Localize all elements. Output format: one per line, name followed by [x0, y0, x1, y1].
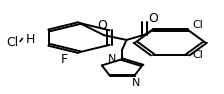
- Text: Cl: Cl: [192, 20, 203, 30]
- Text: N: N: [131, 78, 140, 88]
- Text: H: H: [26, 33, 35, 46]
- Text: O: O: [149, 12, 158, 25]
- Text: N: N: [108, 54, 116, 64]
- Text: O: O: [98, 19, 108, 32]
- Text: Cl: Cl: [6, 36, 18, 49]
- Text: Cl: Cl: [192, 50, 203, 60]
- Text: F: F: [60, 53, 68, 66]
